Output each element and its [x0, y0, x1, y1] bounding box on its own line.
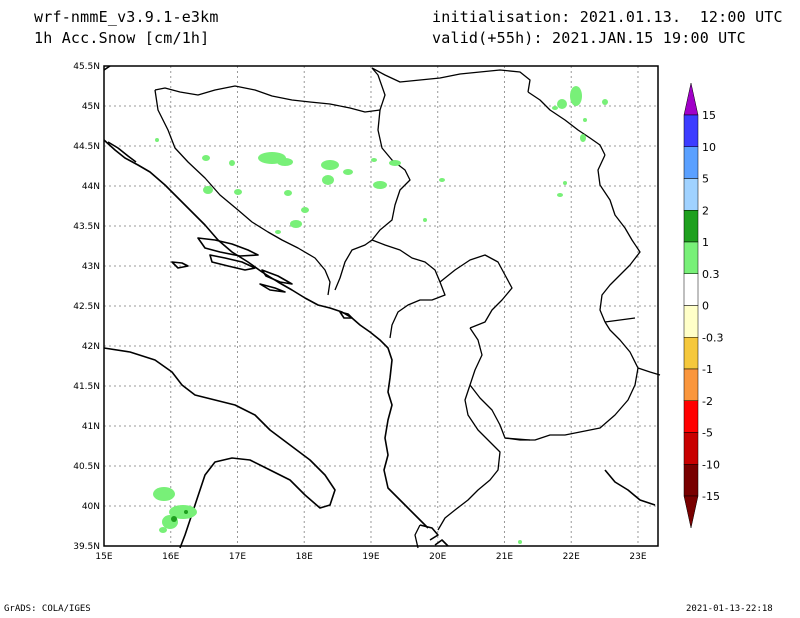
y-tick-label: 43.5N — [73, 222, 100, 232]
legend-swatch — [683, 178, 699, 211]
y-tick-label: 42N — [82, 342, 100, 352]
x-tick-label: 19E — [362, 552, 379, 562]
legend-swatch — [683, 146, 699, 179]
y-tick-label: 41N — [82, 422, 100, 432]
y-tick-label: 40.5N — [73, 462, 100, 472]
snow-heavy — [171, 510, 188, 522]
x-tick-label: 18E — [296, 552, 313, 562]
legend-label: -1 — [702, 363, 713, 376]
legend-arrow-top — [683, 82, 699, 116]
coastlines — [103, 65, 656, 549]
x-axis-labels: 15E 16E 17E 18E 19E 20E 21E 22E 23E — [95, 552, 646, 562]
legend-swatch — [683, 464, 699, 497]
legend-label: 10 — [702, 141, 716, 154]
map-frame — [103, 65, 659, 547]
legend-label: -10 — [702, 458, 720, 471]
init-time: initialisation: 2021.01.13. 12:00 UTC — [432, 8, 783, 26]
x-tick-label: 16E — [162, 552, 179, 562]
country-borders — [154, 67, 661, 549]
y-tick-label: 43N — [82, 262, 100, 272]
y-tick-label: 45N — [82, 102, 100, 112]
snow-areas — [153, 86, 608, 544]
x-tick-label: 17E — [229, 552, 246, 562]
legend-arrow-bottom — [683, 495, 699, 529]
valid-time: valid(+55h): 2021.JAN.15 19:00 UTC — [432, 29, 746, 47]
legend-label: 0 — [702, 300, 709, 313]
legend-label: 2 — [702, 204, 709, 217]
x-tick-label: 21E — [496, 552, 513, 562]
x-tick-label: 20E — [429, 552, 446, 562]
model-title: wrf-nmmE_v3.9.1-e3km — [34, 8, 219, 26]
x-tick-label: 15E — [95, 552, 112, 562]
legend-swatch — [683, 273, 699, 306]
footer-left: GrADS: COLA/IGES — [4, 604, 91, 614]
y-tick-label: 44.5N — [73, 142, 100, 152]
y-tick-label: 39.5N — [73, 542, 100, 552]
footer-right: 2021-01-13-22:18 — [686, 604, 773, 614]
color-legend: 15 10 5 2 1 0.3 0 -0.3 -1 -2 -5 -10 -15 — [683, 82, 723, 529]
legend-swatch — [683, 114, 699, 147]
legend-label: -2 — [702, 395, 713, 408]
legend-label: -5 — [702, 427, 713, 440]
legend-swatch — [683, 400, 699, 433]
field-title: 1h Acc.Snow [cm/1h] — [34, 29, 210, 47]
legend-swatch — [683, 210, 699, 243]
legend-label: 1 — [702, 236, 709, 249]
y-tick-label: 44N — [82, 182, 100, 192]
x-tick-label: 22E — [563, 552, 580, 562]
y-tick-label: 45.5N — [73, 62, 100, 72]
legend-label: -0.3 — [702, 331, 723, 344]
y-tick-label: 40N — [82, 502, 100, 512]
x-tick-label: 23E — [629, 552, 646, 562]
legend-label: 15 — [702, 109, 716, 122]
legend-swatch — [683, 432, 699, 465]
legend-swatch — [683, 241, 699, 274]
legend-swatch — [683, 337, 699, 370]
grid-lines — [104, 66, 658, 546]
legend-label: -15 — [702, 490, 720, 503]
legend-swatch — [683, 368, 699, 401]
legend-swatch — [683, 305, 699, 338]
legend-label: 5 — [702, 173, 709, 186]
y-tick-label: 42.5N — [73, 302, 100, 312]
legend-label: 0.3 — [702, 268, 720, 281]
y-tick-label: 41.5N — [73, 382, 100, 392]
y-axis-labels: 45.5N 45N 44.5N 44N 43.5N 43N 42.5N 42N 41.5N 41N… — [73, 62, 100, 552]
